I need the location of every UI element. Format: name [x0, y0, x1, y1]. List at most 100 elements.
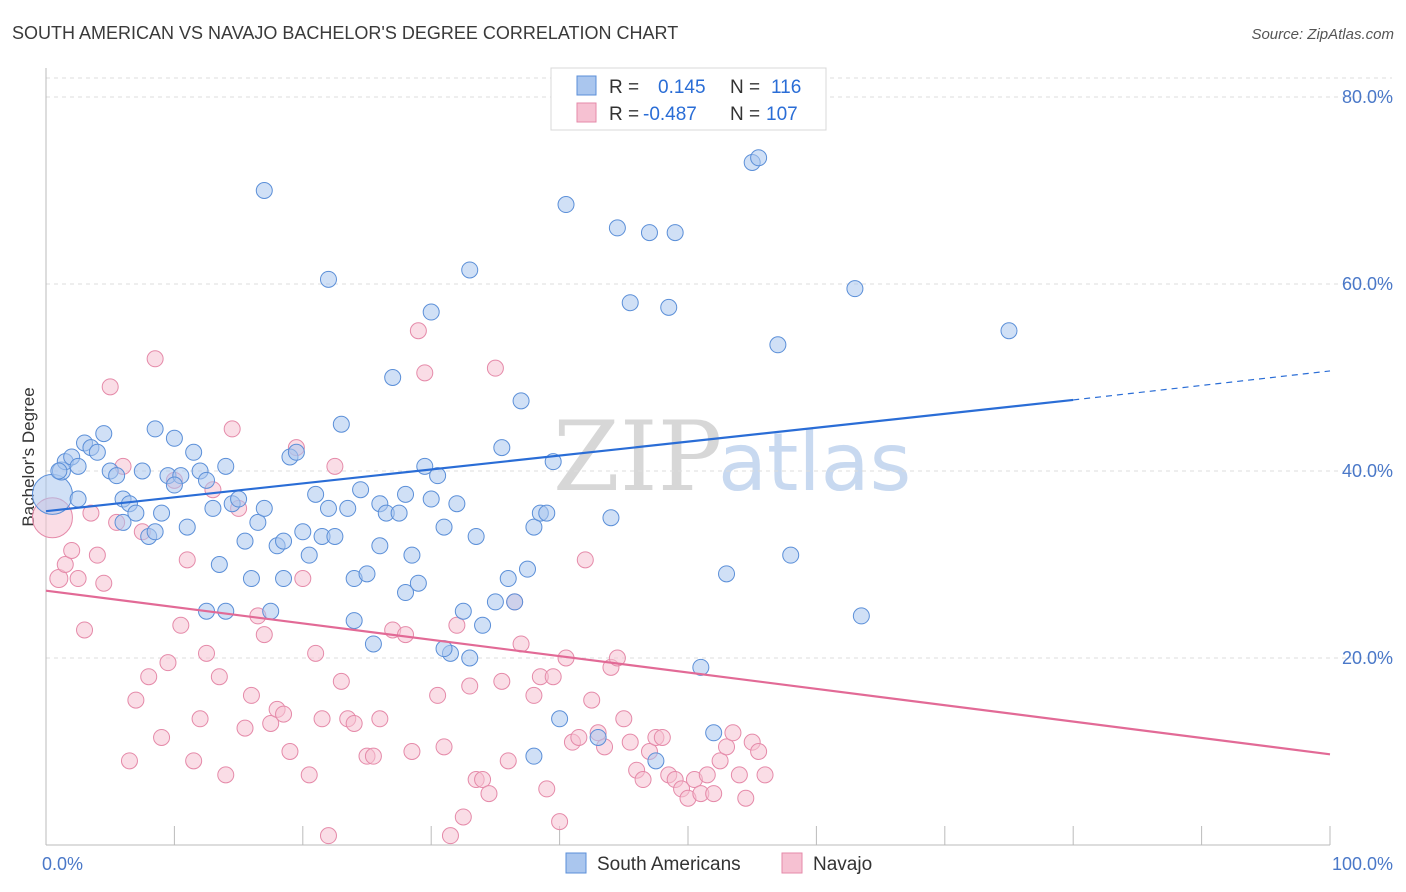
- navajo-points: [31, 322, 774, 845]
- south-american-point-8: [95, 425, 113, 443]
- south-american-point-97: [852, 607, 870, 625]
- south-american-point-65: [461, 649, 479, 667]
- south-american-point-74: [525, 518, 543, 536]
- south-american-point-104: [461, 261, 479, 279]
- navajo-point-98: [705, 785, 723, 803]
- navajo-point-44: [326, 457, 344, 475]
- navajo-point-20: [172, 616, 190, 634]
- legend-swatch-navajo: [576, 102, 597, 123]
- south-american-point-112: [525, 747, 543, 765]
- navajo-point-65: [486, 359, 504, 377]
- navajo-point-64: [480, 785, 498, 803]
- navajo-point-39: [294, 570, 312, 588]
- south-american-point-109: [165, 476, 183, 494]
- navajo-point-103: [737, 789, 755, 807]
- south-american-point-69: [493, 439, 511, 457]
- navajo-point-23: [191, 710, 209, 728]
- navajo-point-30: [236, 719, 254, 737]
- navajo-point-18: [159, 654, 177, 672]
- navajo-point-79: [583, 691, 601, 709]
- legend-r-label-2: R =: [609, 104, 639, 125]
- navajo-point-106: [756, 766, 774, 784]
- x-tick-label-max: 100.0%: [1332, 854, 1393, 874]
- navajo-point-34: [262, 714, 280, 732]
- bottom-legend-swatch-navajo: [781, 852, 803, 874]
- navajo-point-6: [82, 504, 100, 522]
- navajo-point-90: [653, 728, 671, 746]
- south-american-point-30: [236, 532, 254, 550]
- navajo-point-42: [313, 710, 331, 728]
- navajo-point-99: [711, 752, 729, 770]
- south-american-point-83: [608, 219, 626, 237]
- south-american-point-85: [640, 224, 658, 242]
- south-american-point-34: [262, 602, 280, 620]
- south-american-point-72: [512, 392, 530, 410]
- south-american-point-60: [429, 467, 447, 485]
- south-american-point-41: [307, 485, 325, 503]
- south-american-point-86: [647, 752, 665, 770]
- south-american-point-93: [750, 149, 768, 167]
- navajo-point-77: [570, 728, 588, 746]
- south-american-point-63: [448, 495, 466, 513]
- south-american-point-68: [486, 593, 504, 611]
- south-american-point-33: [255, 499, 273, 517]
- south-american-point-7: [88, 443, 106, 461]
- navajo-point-53: [403, 743, 421, 760]
- south-american-point-61: [435, 518, 453, 536]
- south-american-point-101: [319, 270, 337, 288]
- navajo-point-22: [185, 752, 203, 770]
- south-american-point-32: [249, 513, 267, 531]
- south-american-point-13: [127, 504, 145, 522]
- south-american-point-81: [589, 728, 607, 746]
- south-american-point-94: [769, 336, 787, 354]
- south-american-point-43: [319, 499, 337, 517]
- south-american-point-55: [397, 584, 415, 602]
- bottom-legend-label-navajo: Navajo: [813, 854, 872, 875]
- south-american-point-10: [108, 467, 126, 485]
- navajo-point-15: [140, 668, 158, 686]
- south-american-point-16: [146, 523, 164, 541]
- y-tick-label-80: 80.0%: [1342, 87, 1393, 107]
- navajo-point-54: [409, 322, 427, 340]
- navajo-point-70: [525, 686, 543, 704]
- navajo-point-63: [474, 771, 492, 789]
- navajo-point-9: [101, 378, 119, 396]
- south-american-point-98: [1000, 322, 1018, 340]
- south-american-point-88: [666, 224, 684, 242]
- navajo-point-105: [750, 743, 768, 760]
- legend-n-value-2: 107: [766, 104, 798, 125]
- south-american-point-25: [204, 499, 222, 517]
- south-american-point-24: [198, 471, 215, 489]
- navajo-point-97: [698, 766, 716, 784]
- south-american-point-14: [133, 462, 151, 480]
- south-american-point-102: [255, 182, 273, 199]
- south-american-point-21: [178, 518, 196, 536]
- south-american-point-91: [718, 565, 736, 583]
- south-american-point-100: [275, 570, 293, 588]
- navajo-point-87: [634, 771, 652, 789]
- navajo-point-17: [153, 728, 171, 746]
- watermark-zip: ZIP: [553, 401, 722, 513]
- south-american-point-39: [294, 523, 312, 541]
- navajo-point-3: [63, 541, 81, 559]
- bottom-legend: South Americans Navajo: [565, 852, 872, 875]
- navajo-point-8: [95, 574, 113, 592]
- navajo-point-101: [724, 724, 742, 742]
- navajo-point-57: [435, 738, 453, 756]
- navajo-point-84: [615, 710, 633, 728]
- navajo-point-45: [332, 672, 350, 690]
- legend-n-value-1: 116: [771, 77, 801, 98]
- south-american-point-48: [352, 481, 370, 499]
- y-axis-label: Bachelor's Degree: [19, 387, 38, 526]
- navajo-point-74: [551, 813, 569, 831]
- south-american-point-73: [519, 560, 536, 578]
- south-american-point-45: [332, 415, 350, 433]
- navajo-point-12: [120, 752, 138, 770]
- navajo-point-58: [441, 827, 459, 845]
- x-tick-label-min: 0.0%: [42, 854, 83, 874]
- y-tick-label-40: 40.0%: [1342, 461, 1393, 481]
- navajo-point-55: [416, 364, 434, 382]
- south-american-point-76: [538, 504, 556, 522]
- navajo-point-4: [69, 570, 87, 588]
